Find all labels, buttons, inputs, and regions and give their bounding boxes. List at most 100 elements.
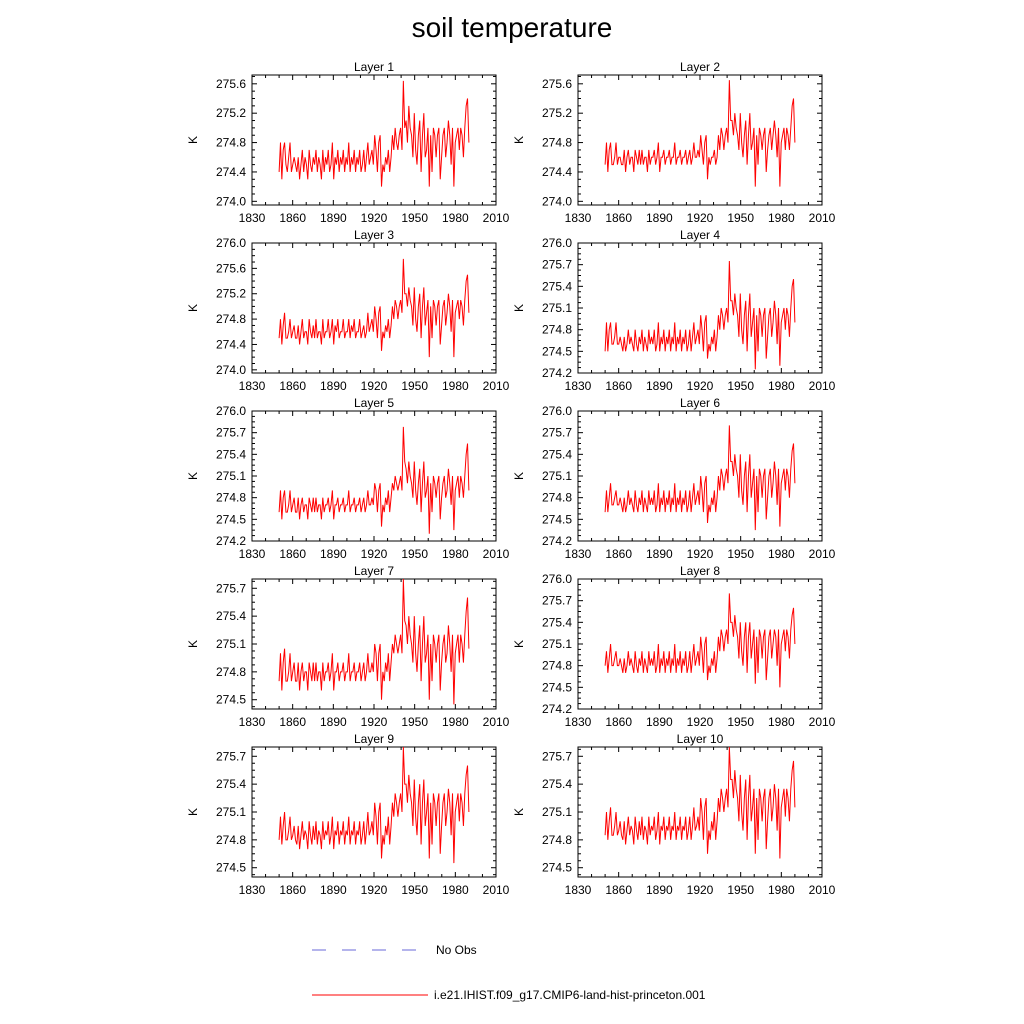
y-axis-label: K bbox=[186, 304, 200, 312]
x-tick-label: 2010 bbox=[483, 211, 510, 225]
x-tick-label: 1920 bbox=[687, 715, 714, 729]
x-tick-label: 1950 bbox=[727, 883, 754, 897]
panel-title: Layer 6 bbox=[680, 396, 720, 410]
panel-title: Layer 2 bbox=[680, 60, 720, 74]
legend: No Obs i.e21.IHIST.f09_g17.CMIP6-land-his… bbox=[312, 943, 706, 1002]
y-tick-label: 274.8 bbox=[542, 136, 572, 150]
chart-panel: Layer 5 1830 1860 1890 1920 1950 1980 2010 274.2… bbox=[186, 396, 510, 561]
series-line bbox=[278, 746, 470, 864]
y-tick-label: 275.1 bbox=[216, 469, 246, 483]
series-line bbox=[278, 80, 470, 187]
chart-panel: Layer 2 1830 1860 1890 1920 1950 1980 2010 274.0… bbox=[512, 60, 836, 225]
y-tick-label: 274.8 bbox=[542, 491, 572, 505]
y-tick-label: 274.5 bbox=[542, 512, 572, 526]
x-tick-label: 1830 bbox=[565, 547, 592, 561]
x-tick-label: 2010 bbox=[483, 883, 510, 897]
page-title: soil temperature bbox=[411, 12, 613, 43]
x-tick-label: 1950 bbox=[401, 379, 428, 393]
y-tick-label: 275.6 bbox=[216, 77, 246, 91]
y-tick-label: 275.2 bbox=[216, 287, 246, 301]
series-line bbox=[604, 261, 796, 370]
y-axis-label: K bbox=[512, 304, 526, 312]
x-tick-label: 1830 bbox=[239, 211, 266, 225]
x-tick-label: 1830 bbox=[565, 379, 592, 393]
y-tick-label: 274.0 bbox=[216, 194, 246, 208]
x-tick-label: 1980 bbox=[442, 211, 469, 225]
series-line bbox=[278, 426, 470, 534]
y-tick-label: 274.2 bbox=[542, 534, 572, 548]
y-tick-label: 274.8 bbox=[216, 312, 246, 326]
x-tick-label: 1830 bbox=[565, 883, 592, 897]
plot-frame bbox=[251, 242, 497, 374]
chart-panel: Layer 4 1830 1860 1890 1920 1950 1980 2010 274.2… bbox=[512, 228, 836, 393]
x-tick-label: 1890 bbox=[320, 547, 347, 561]
x-tick-label: 1890 bbox=[320, 715, 347, 729]
y-axis-label: K bbox=[512, 640, 526, 648]
y-tick-label: 275.7 bbox=[216, 581, 246, 595]
x-tick-label: 1980 bbox=[768, 379, 795, 393]
x-tick-label: 1980 bbox=[442, 379, 469, 393]
chart-panel: Layer 6 1830 1860 1890 1920 1950 1980 2010 274.2… bbox=[512, 396, 836, 561]
x-tick-label: 1860 bbox=[279, 547, 306, 561]
panel-title: Layer 7 bbox=[354, 564, 394, 578]
y-tick-label: 275.4 bbox=[542, 615, 572, 629]
y-tick-label: 274.5 bbox=[542, 861, 572, 875]
y-axis-label: K bbox=[186, 136, 200, 144]
chart-panel: Layer 10 1830 1860 1890 1920 1950 1980 2010 274.… bbox=[512, 732, 836, 897]
legend-label-no-obs: No Obs bbox=[436, 943, 477, 957]
chart-panel: Layer 8 1830 1860 1890 1920 1950 1980 2010 274.2… bbox=[512, 564, 836, 729]
x-tick-label: 2010 bbox=[483, 379, 510, 393]
x-tick-label: 1830 bbox=[565, 211, 592, 225]
series-line bbox=[604, 746, 796, 859]
x-tick-label: 1860 bbox=[279, 715, 306, 729]
x-tick-label: 1860 bbox=[605, 547, 632, 561]
y-tick-label: 274.5 bbox=[542, 344, 572, 358]
y-tick-label: 274.0 bbox=[216, 363, 246, 377]
y-tick-label: 274.8 bbox=[542, 833, 572, 847]
y-tick-label: 275.2 bbox=[216, 106, 246, 120]
x-tick-label: 1860 bbox=[605, 883, 632, 897]
y-tick-label: 274.5 bbox=[216, 693, 246, 707]
y-tick-label: 276.0 bbox=[542, 404, 572, 418]
y-tick-label: 275.6 bbox=[542, 77, 572, 91]
y-axis-label: K bbox=[512, 472, 526, 480]
y-axis-label: K bbox=[186, 472, 200, 480]
x-tick-label: 1950 bbox=[401, 715, 428, 729]
x-tick-label: 1950 bbox=[727, 715, 754, 729]
y-tick-label: 274.2 bbox=[542, 702, 572, 716]
y-tick-label: 274.8 bbox=[216, 136, 246, 150]
x-tick-label: 1890 bbox=[646, 883, 673, 897]
x-tick-label: 1830 bbox=[565, 715, 592, 729]
panel-title: Layer 1 bbox=[354, 60, 394, 74]
x-tick-label: 1860 bbox=[605, 379, 632, 393]
x-tick-label: 1920 bbox=[361, 715, 388, 729]
x-tick-label: 1830 bbox=[239, 379, 266, 393]
x-tick-label: 2010 bbox=[809, 379, 836, 393]
x-tick-label: 1830 bbox=[239, 715, 266, 729]
x-tick-label: 2010 bbox=[809, 715, 836, 729]
x-tick-label: 1860 bbox=[279, 379, 306, 393]
series-line bbox=[278, 578, 470, 705]
y-tick-label: 276.0 bbox=[542, 572, 572, 586]
plot-frame bbox=[251, 410, 497, 542]
y-tick-label: 274.5 bbox=[542, 680, 572, 694]
y-tick-label: 274.8 bbox=[542, 323, 572, 337]
x-tick-label: 2010 bbox=[809, 211, 836, 225]
x-tick-label: 1980 bbox=[442, 715, 469, 729]
y-tick-label: 274.8 bbox=[216, 833, 246, 847]
x-tick-label: 1920 bbox=[361, 211, 388, 225]
x-tick-label: 1950 bbox=[401, 211, 428, 225]
x-tick-label: 1950 bbox=[727, 547, 754, 561]
y-tick-label: 274.0 bbox=[542, 194, 572, 208]
x-tick-label: 1950 bbox=[401, 883, 428, 897]
y-tick-label: 275.4 bbox=[216, 777, 246, 791]
chart-panel: Layer 1 1830 1860 1890 1920 1950 1980 2010 274.0… bbox=[186, 60, 510, 225]
x-tick-label: 1980 bbox=[768, 211, 795, 225]
series-line bbox=[604, 593, 796, 688]
y-tick-label: 275.7 bbox=[216, 749, 246, 763]
y-tick-label: 274.2 bbox=[216, 534, 246, 548]
x-tick-label: 1980 bbox=[442, 547, 469, 561]
x-tick-label: 1920 bbox=[687, 547, 714, 561]
x-tick-label: 1890 bbox=[646, 547, 673, 561]
x-tick-label: 1950 bbox=[727, 379, 754, 393]
